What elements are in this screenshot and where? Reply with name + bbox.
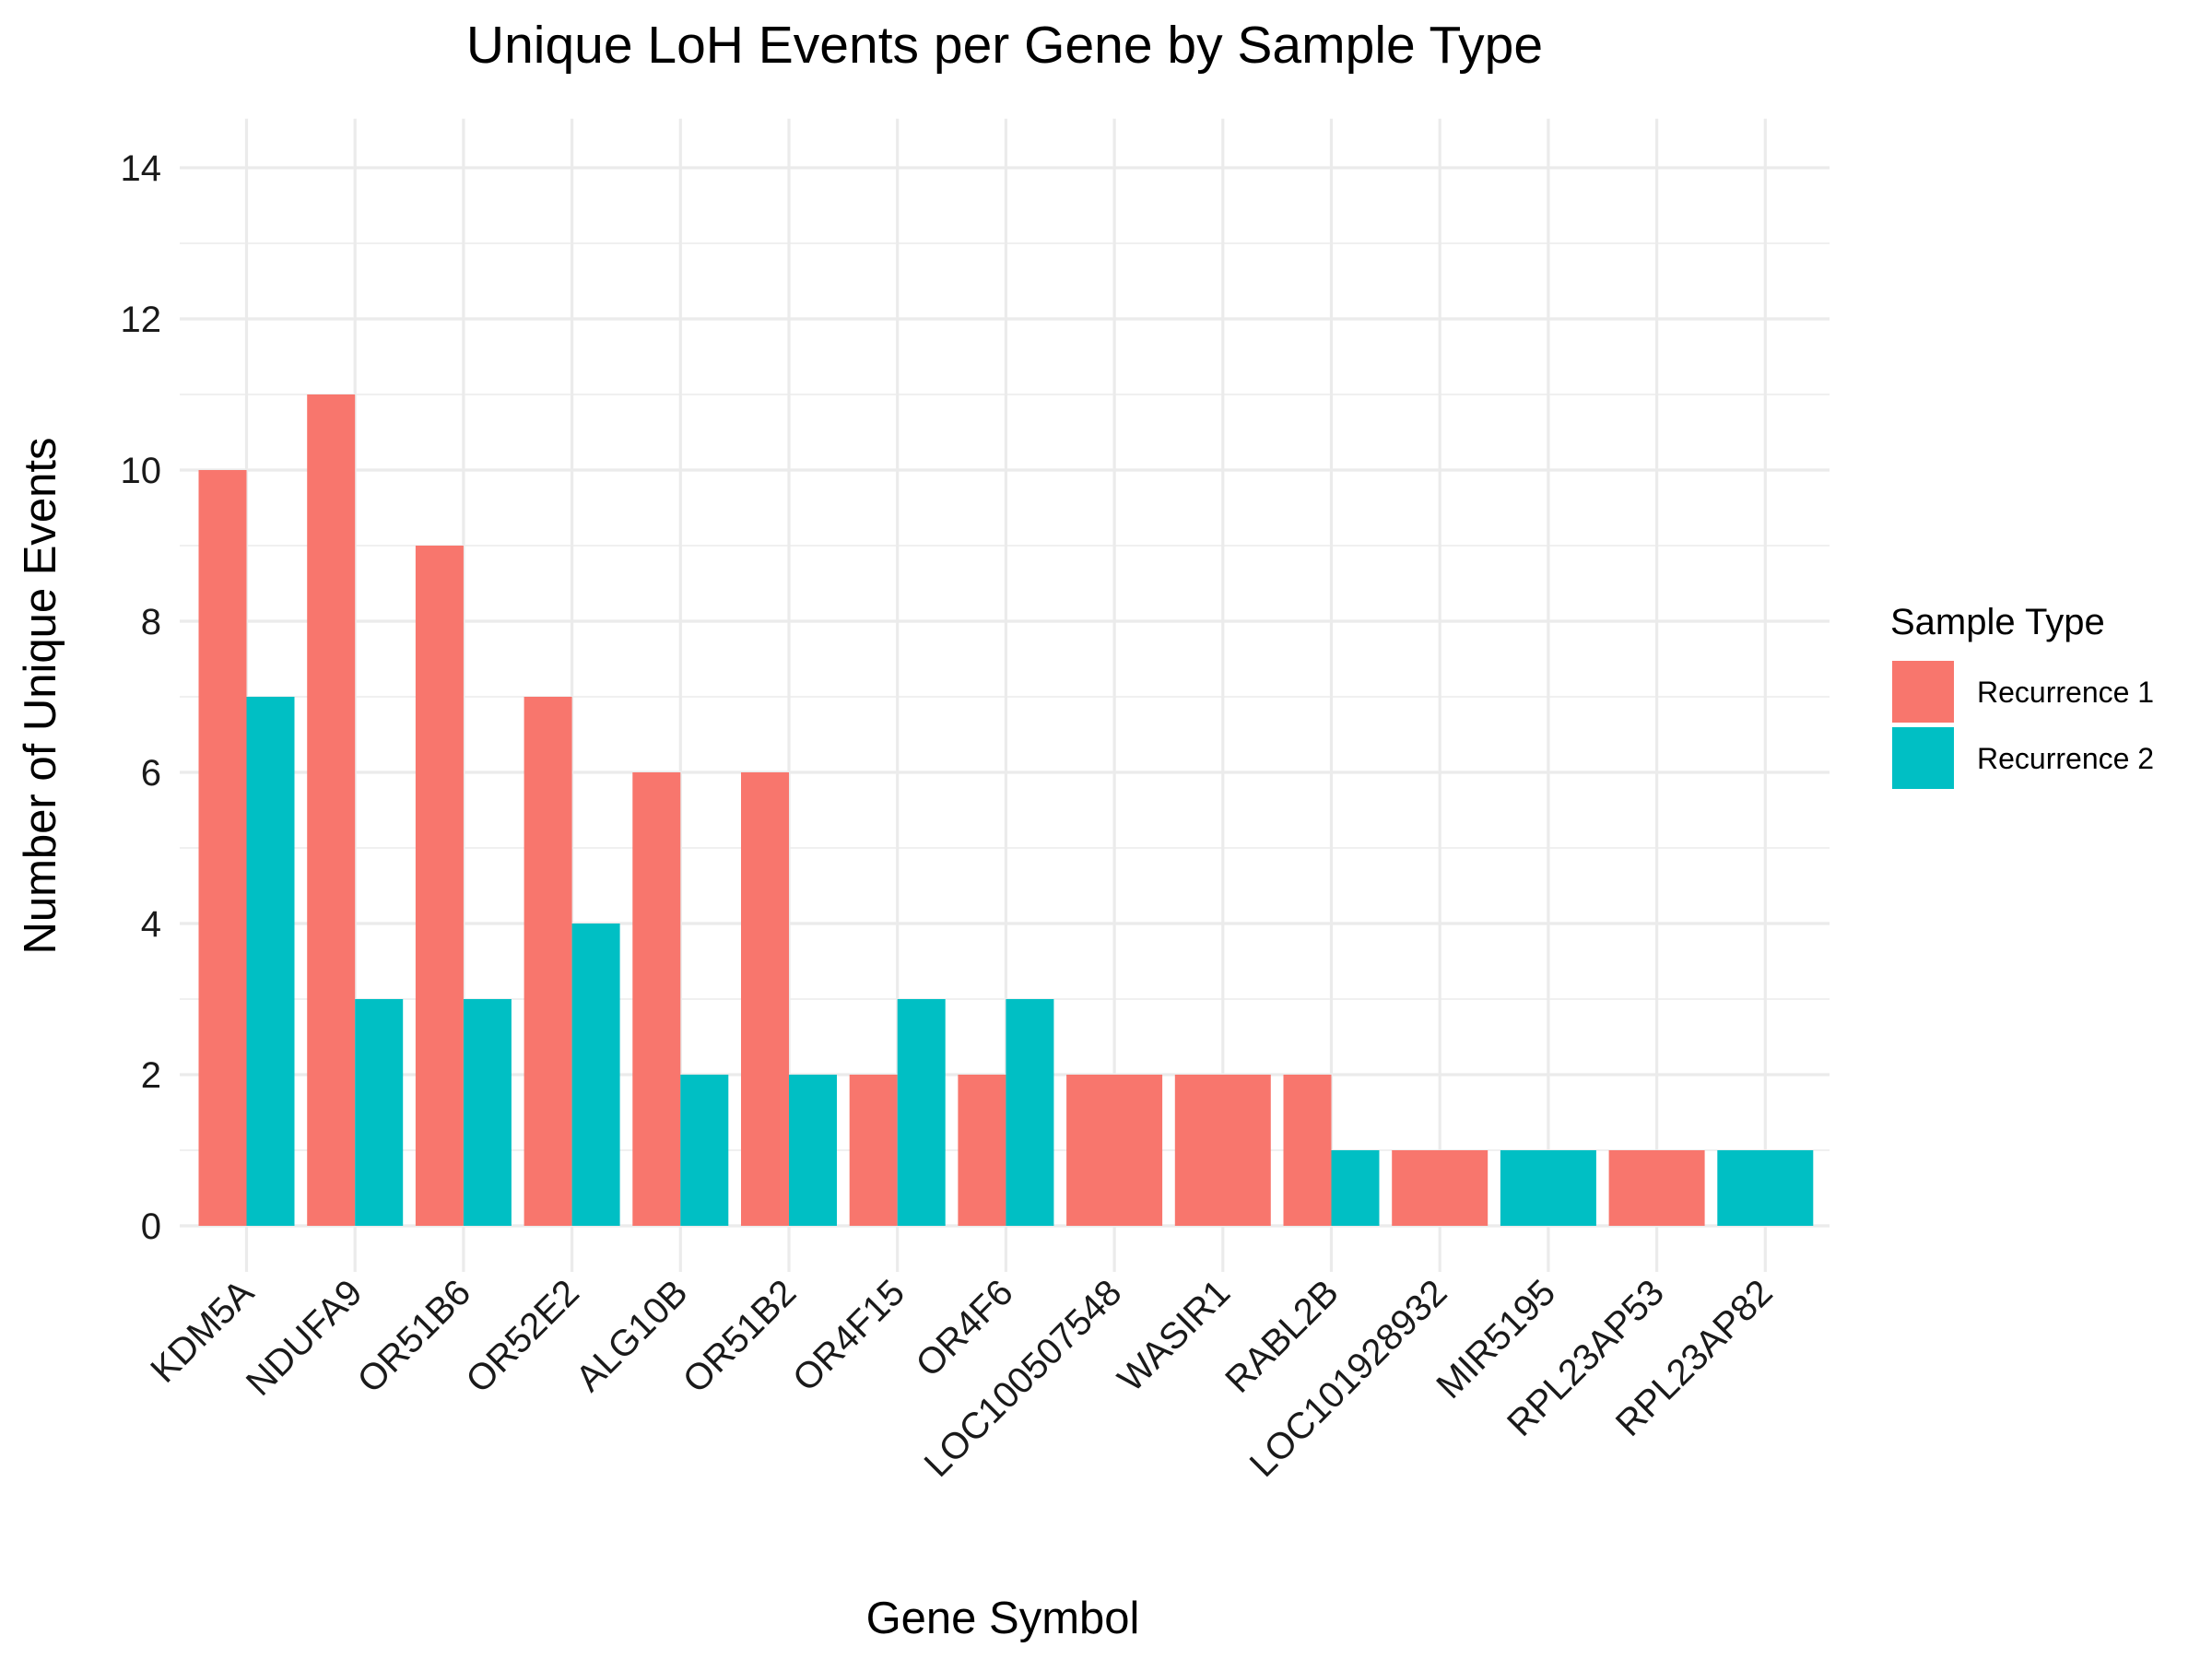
x-axis-ticks: KDM5ANDUFA9OR51B6OR52E2ALG10BOR51B2OR4F1… bbox=[143, 1272, 1780, 1485]
bar-recurrence-1 bbox=[1174, 1075, 1271, 1226]
bar-recurrence-1 bbox=[524, 697, 572, 1226]
y-tick-label: 0 bbox=[141, 1206, 161, 1247]
bar-recurrence-2 bbox=[355, 999, 404, 1226]
x-tick-label: NDUFA9 bbox=[239, 1272, 371, 1404]
x-tick-label: OR51B6 bbox=[350, 1272, 479, 1401]
y-tick-label: 6 bbox=[141, 753, 161, 794]
bar-recurrence-2 bbox=[571, 924, 620, 1226]
legend-swatch-recurrence-1 bbox=[1892, 661, 1954, 723]
bar-recurrence-2 bbox=[789, 1075, 837, 1226]
bars bbox=[198, 394, 1814, 1226]
bar-recurrence-2 bbox=[246, 697, 295, 1226]
bar-recurrence-1 bbox=[849, 1075, 898, 1226]
bar-recurrence-2 bbox=[1006, 999, 1054, 1226]
bar-recurrence-2 bbox=[680, 1075, 729, 1226]
x-tick-label: LOC100507548 bbox=[917, 1272, 1130, 1485]
legend: Sample Type Recurrence 1 Recurrence 2 bbox=[1890, 602, 2154, 789]
y-tick-label: 8 bbox=[141, 602, 161, 642]
legend-label-recurrence-2: Recurrence 2 bbox=[1977, 742, 2154, 775]
bar-recurrence-2 bbox=[1331, 1150, 1380, 1226]
y-axis-title: Number of Unique Events bbox=[16, 437, 65, 954]
bar-recurrence-1 bbox=[1283, 1075, 1332, 1226]
x-tick-label: OR4F15 bbox=[785, 1272, 912, 1399]
bar-recurrence-1 bbox=[307, 394, 356, 1226]
bar-recurrence-1 bbox=[958, 1075, 1006, 1226]
x-tick-label: ALG10B bbox=[569, 1272, 696, 1399]
legend-swatch-recurrence-2 bbox=[1892, 727, 1954, 789]
bar-recurrence-1 bbox=[1392, 1150, 1488, 1226]
bar-recurrence-2 bbox=[1500, 1150, 1596, 1226]
y-tick-label: 10 bbox=[121, 451, 162, 491]
x-tick-label: OR52E2 bbox=[458, 1272, 587, 1401]
y-tick-label: 2 bbox=[141, 1055, 161, 1096]
bar-recurrence-1 bbox=[632, 772, 681, 1226]
bar-recurrence-2 bbox=[463, 999, 512, 1226]
x-tick-label: LOC101928932 bbox=[1242, 1272, 1455, 1485]
legend-title: Sample Type bbox=[1890, 602, 2105, 642]
y-tick-label: 14 bbox=[121, 148, 162, 189]
y-tick-label: 4 bbox=[141, 904, 161, 945]
x-tick-label: OR51B2 bbox=[676, 1272, 805, 1401]
bar-recurrence-1 bbox=[1608, 1150, 1705, 1226]
x-tick-label: WASIR1 bbox=[1111, 1272, 1239, 1400]
x-axis-title: Gene Symbol bbox=[866, 1594, 1140, 1643]
y-tick-label: 12 bbox=[121, 300, 162, 340]
y-axis-ticks: 0 2 4 6 8 10 12 14 bbox=[121, 148, 162, 1247]
bar-recurrence-1 bbox=[741, 772, 789, 1226]
bar-recurrence-1 bbox=[198, 470, 247, 1226]
bar-recurrence-2 bbox=[1717, 1150, 1814, 1226]
legend-label-recurrence-1: Recurrence 1 bbox=[1977, 676, 2154, 709]
bar-recurrence-1 bbox=[415, 546, 464, 1226]
bar-recurrence-2 bbox=[897, 999, 946, 1226]
bar-recurrence-1 bbox=[1066, 1075, 1163, 1226]
chart-title: Unique LoH Events per Gene by Sample Typ… bbox=[466, 16, 1543, 75]
